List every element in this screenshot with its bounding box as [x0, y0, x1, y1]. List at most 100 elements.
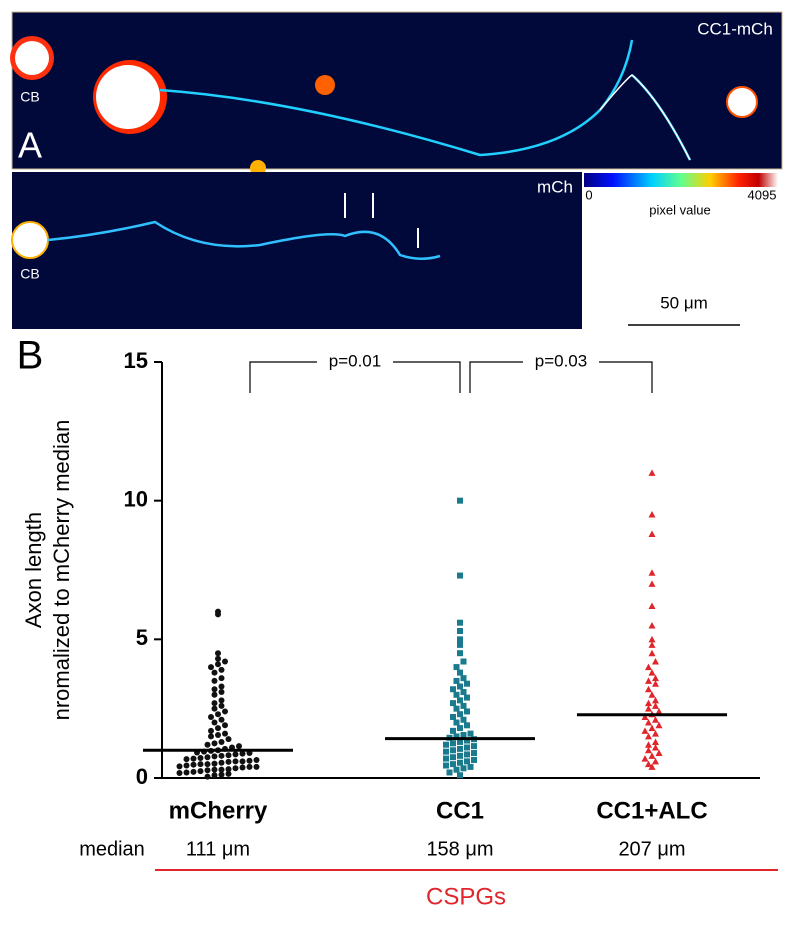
dot — [464, 694, 470, 701]
dot — [460, 702, 467, 709]
dot — [471, 743, 477, 750]
label-bg — [523, 352, 599, 372]
dot — [464, 751, 470, 758]
dot — [215, 661, 221, 668]
soma-label: CB — [20, 89, 39, 105]
cell — [15, 41, 49, 75]
dot — [211, 760, 218, 767]
dot — [641, 755, 649, 762]
dot — [183, 762, 190, 769]
dot — [464, 758, 470, 765]
x-tick-label: mCherry — [169, 797, 268, 824]
y-axis-label: Axon length — [21, 512, 46, 628]
dot — [652, 730, 659, 737]
dot — [232, 758, 239, 765]
dot — [645, 685, 652, 693]
dot — [652, 674, 659, 682]
dot — [208, 733, 214, 740]
dot — [457, 572, 463, 579]
y-tick-label: 5 — [136, 625, 148, 650]
dot — [443, 748, 449, 755]
dot — [208, 713, 214, 720]
dot — [453, 691, 460, 698]
dot — [652, 658, 659, 665]
dot — [208, 727, 214, 734]
dot — [471, 750, 477, 757]
dot — [648, 511, 656, 518]
dot — [197, 755, 204, 762]
dot — [450, 700, 456, 707]
dot — [457, 725, 463, 732]
dot — [457, 497, 463, 504]
dot — [460, 658, 467, 665]
dot — [225, 766, 232, 773]
dot — [218, 666, 225, 673]
dot — [645, 746, 652, 754]
dot — [648, 469, 656, 476]
dot — [197, 761, 204, 768]
dot — [215, 650, 221, 657]
dot — [453, 705, 460, 712]
dot — [464, 708, 470, 715]
dot — [471, 756, 477, 763]
image-label: CC1-mCh — [697, 19, 773, 38]
dot — [204, 773, 211, 780]
dot — [457, 628, 463, 635]
dot — [232, 751, 239, 758]
dot — [457, 738, 463, 745]
y-tick-label: 10 — [124, 486, 148, 511]
dot — [648, 569, 656, 576]
axon-core — [599, 74, 691, 161]
dot — [211, 669, 218, 676]
colorbar-title: pixel value — [649, 202, 710, 217]
dot — [211, 766, 218, 773]
dot — [450, 740, 456, 747]
colorbar — [584, 173, 778, 187]
dot — [655, 707, 663, 715]
dot — [460, 716, 467, 723]
dot — [211, 740, 218, 747]
dot — [218, 683, 225, 690]
dot — [450, 747, 456, 754]
dot — [222, 708, 228, 715]
dot — [246, 763, 253, 770]
dot — [450, 761, 456, 768]
dot — [652, 702, 659, 709]
dot — [460, 675, 467, 682]
label-bg — [317, 352, 393, 372]
dot — [450, 727, 456, 734]
panel-label: A — [18, 125, 42, 166]
dot — [211, 686, 218, 693]
dot — [648, 649, 656, 657]
axon — [47, 220, 441, 260]
top-image: CC1-mCh CB A — [10, 11, 783, 176]
dot — [648, 763, 656, 770]
median-label: 207 μm — [618, 838, 685, 860]
dot — [453, 664, 460, 671]
dot — [443, 741, 449, 748]
dot — [232, 765, 239, 772]
dot — [450, 754, 456, 761]
dot — [190, 761, 197, 768]
dot — [215, 732, 221, 739]
dot — [457, 697, 463, 704]
dot — [222, 658, 228, 665]
dot — [218, 702, 225, 709]
dot — [453, 719, 460, 726]
dot — [197, 768, 204, 775]
dot — [645, 705, 652, 712]
scale-bar-label: 50 μm — [660, 293, 708, 312]
dot — [183, 756, 190, 763]
dot — [648, 602, 656, 610]
dot — [645, 677, 652, 684]
dot — [204, 761, 211, 768]
dot — [222, 730, 228, 737]
dot — [645, 699, 652, 707]
dot — [652, 680, 659, 687]
dot — [655, 749, 663, 757]
dot — [218, 752, 225, 759]
dot — [641, 727, 649, 734]
dot — [652, 757, 659, 765]
